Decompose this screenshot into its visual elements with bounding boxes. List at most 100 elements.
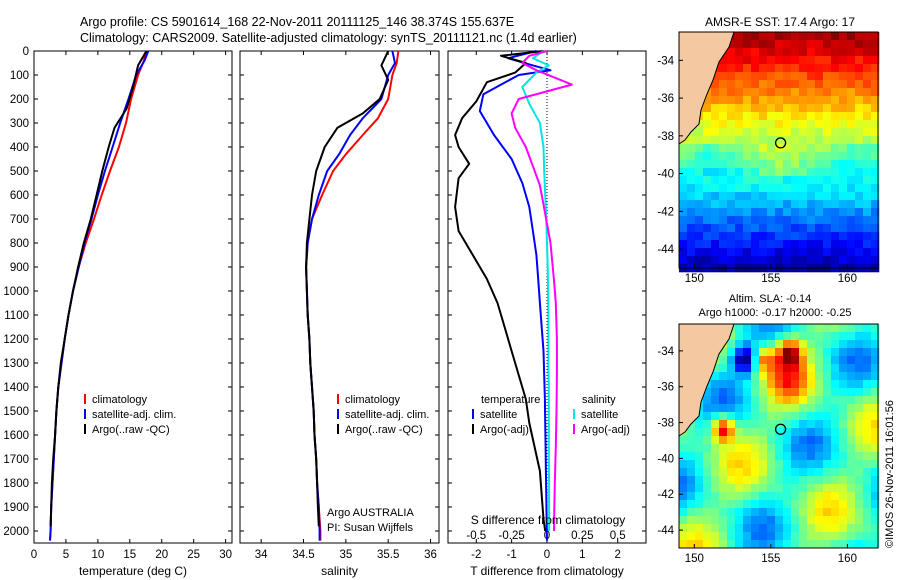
map-cell (679, 476, 688, 485)
map-cell (751, 248, 760, 257)
map-cell (871, 168, 880, 177)
map-cell (799, 176, 808, 185)
y-tick-label: 1800 (3, 478, 29, 490)
map-cell (847, 428, 856, 437)
map-cell (871, 492, 880, 501)
map-cell (791, 364, 800, 373)
map-cell (799, 200, 808, 209)
map-cell (799, 396, 808, 405)
map-cell (751, 396, 760, 405)
map-cell (823, 96, 832, 105)
map-cell (695, 152, 704, 161)
map-cell (783, 452, 792, 461)
map-cell (751, 460, 760, 469)
map-cell (703, 444, 712, 453)
map-cell (719, 144, 728, 153)
map-cell (759, 508, 768, 517)
map-cell (855, 56, 864, 65)
map-cell (775, 40, 784, 49)
map-cell (727, 144, 736, 153)
map-cell (743, 72, 752, 81)
map-cell (727, 508, 736, 517)
map-cell (855, 500, 864, 509)
map-cell (815, 256, 824, 265)
map-cell (871, 256, 880, 265)
map-cell (767, 380, 776, 389)
map-cell (751, 444, 760, 453)
map-cell (855, 240, 864, 249)
map-cell (783, 104, 792, 113)
map-cell (831, 232, 840, 241)
map-cell (727, 248, 736, 257)
map-cell (831, 168, 840, 177)
map-cell (855, 380, 864, 389)
map-cell (767, 32, 776, 41)
map-cell (807, 32, 816, 41)
map-cell (839, 160, 848, 169)
map-cell (679, 176, 688, 185)
map-cell (735, 332, 744, 341)
map-cell (799, 72, 808, 81)
map-cell (759, 332, 768, 341)
map-cell (711, 508, 720, 517)
map-cell (783, 364, 792, 373)
map-cell (783, 348, 792, 357)
map-cell (871, 120, 880, 129)
map-cell (711, 104, 720, 113)
y-tick-label: 1700 (3, 454, 29, 466)
map-cell (775, 388, 784, 397)
map-cell (783, 420, 792, 429)
map-cell (807, 340, 816, 349)
map-cell (871, 152, 880, 161)
map-cell (783, 192, 792, 201)
map-cell (687, 476, 696, 485)
map-cell (727, 88, 736, 97)
map-cell (783, 208, 792, 217)
map-cell (751, 256, 760, 265)
map-cell (863, 524, 872, 533)
map-cell (823, 460, 832, 469)
map-cell (807, 524, 816, 533)
map-cell (847, 372, 856, 381)
map-cell (871, 80, 880, 89)
series-argo-raw-qc- (305, 50, 390, 527)
map-cell (703, 412, 712, 421)
map-cell (759, 540, 768, 549)
map-cell (751, 208, 760, 217)
map-cell (815, 332, 824, 341)
map-cell (759, 436, 768, 445)
map-cell (735, 356, 744, 365)
map-cell (759, 372, 768, 381)
map-cell (767, 372, 776, 381)
map-cell (679, 160, 688, 169)
y-tick-label: 0 (23, 46, 29, 58)
map-cell (687, 428, 696, 437)
map-cell (855, 224, 864, 233)
map-cell (743, 128, 752, 137)
map-x-tick-label: 160 (838, 553, 857, 565)
map-cell (807, 184, 816, 193)
map-cell (839, 324, 848, 333)
map-cell (703, 184, 712, 193)
map-cell (783, 540, 792, 549)
map-cell (679, 524, 688, 533)
map-cell (815, 168, 824, 177)
map-cell (839, 152, 848, 161)
map-cell (847, 484, 856, 493)
map-cell (695, 508, 704, 517)
map-cell (719, 128, 728, 137)
map-cell (743, 96, 752, 105)
map-cell (751, 232, 760, 241)
map-cell (791, 32, 800, 41)
map-cell (863, 248, 872, 257)
map-cell (831, 532, 840, 541)
legend-label-climatology: climatology (92, 394, 148, 406)
map-cell (679, 444, 688, 453)
map-cell (847, 192, 856, 201)
map-cell (719, 216, 728, 225)
map-cell (791, 208, 800, 217)
map-cell (759, 32, 768, 41)
map-cell (863, 420, 872, 429)
map-cell (783, 436, 792, 445)
map-cell (871, 436, 880, 445)
